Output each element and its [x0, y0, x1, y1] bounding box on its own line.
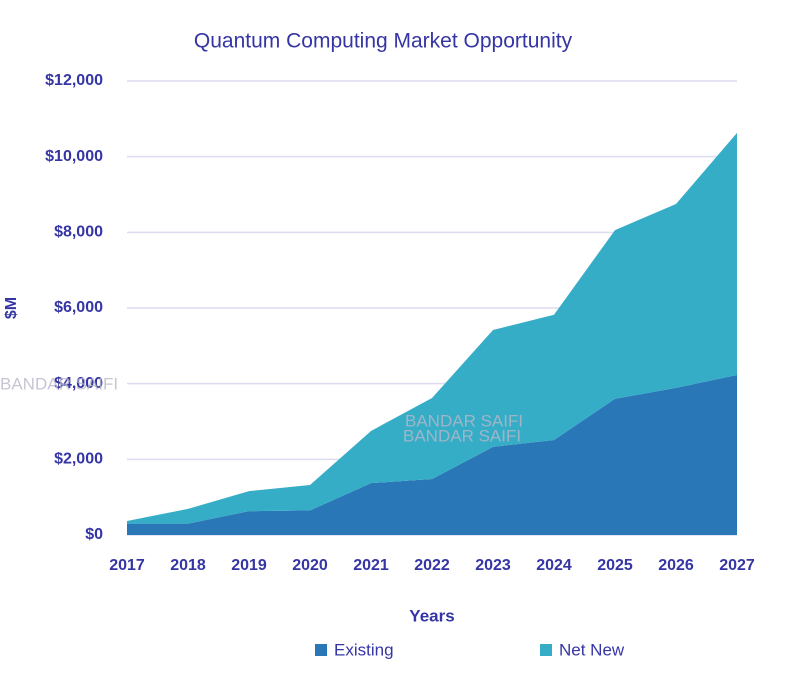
x-tick-label: 2020 — [292, 557, 328, 574]
y-tick-label: $0 — [85, 526, 103, 543]
watermark: BANDAR SAIFI — [403, 426, 521, 445]
x-tick-label: 2022 — [414, 557, 450, 574]
legend-label: Existing — [334, 640, 394, 659]
y-tick-label: $12,000 — [45, 72, 103, 89]
legend-swatch — [315, 644, 327, 656]
x-tick-label: 2021 — [353, 557, 389, 574]
watermark: BANDAR SAIFI — [405, 411, 523, 430]
y-tick-label: $4,000 — [54, 375, 103, 392]
x-tick-label: 2019 — [231, 557, 267, 574]
y-tick-label: $8,000 — [54, 224, 103, 241]
x-tick-label: 2026 — [658, 557, 694, 574]
x-tick-label: 2017 — [109, 557, 145, 574]
area — [127, 374, 737, 535]
x-tick-label: 2018 — [170, 557, 206, 574]
y-tick-label: $2,000 — [54, 451, 103, 468]
chart-title: Quantum Computing Market Opportunity — [194, 30, 573, 53]
legend-label: Net New — [559, 640, 625, 659]
area — [127, 132, 737, 524]
y-tick-label: $10,000 — [45, 148, 103, 165]
x-tick-label: 2023 — [475, 557, 511, 574]
x-tick-label: 2024 — [536, 557, 572, 574]
x-tick-label: 2027 — [719, 557, 755, 574]
x-axis-label: Years — [409, 606, 454, 625]
y-tick-label: $6,000 — [54, 299, 103, 316]
watermark: BANDAR SAIFI — [0, 374, 118, 393]
legend-swatch — [540, 644, 552, 656]
x-tick-label: 2025 — [597, 557, 633, 574]
y-axis-label: $M — [3, 297, 20, 319]
